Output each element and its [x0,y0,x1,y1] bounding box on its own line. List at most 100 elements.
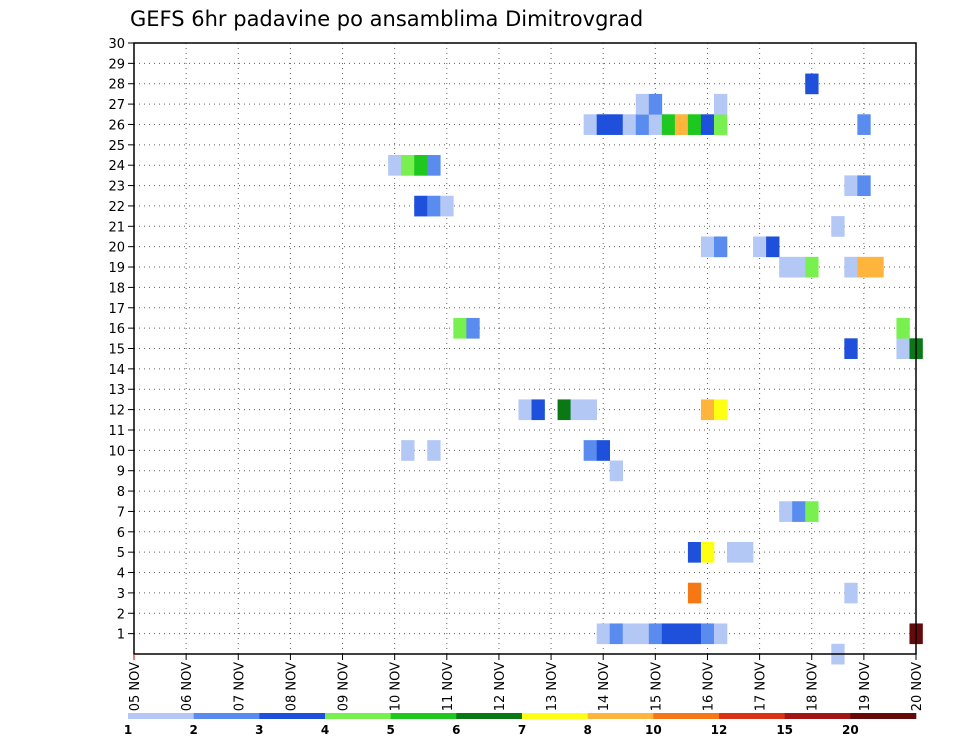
precip-cell [727,541,741,563]
y-tick-label: 22 [108,200,125,215]
y-tick-label: 29 [108,57,125,72]
precip-cell [531,399,545,421]
y-tick-label: 1 [117,628,125,643]
colorbar-label: 7 [518,723,526,737]
precip-cell [674,623,689,645]
precip-cell [648,623,663,645]
precip-cell [870,256,884,278]
precip-cell [844,256,858,278]
colorbar-swatch [653,713,720,719]
y-tick-label: 3 [117,587,125,602]
y-tick-label: 14 [108,363,125,378]
precip-cell [857,175,871,197]
precip-cell [518,399,532,421]
precip-cell [805,501,819,522]
precip-cell [388,155,402,176]
precip-cell [401,155,415,176]
precip-cell [792,501,806,522]
precip-cell [700,541,715,563]
y-tick-label: 17 [108,302,125,317]
color-scale-legend: 1 2 3 4 5 6 7 8 10 12 15 20 [124,713,917,737]
chart-title: GEFS 6hr padavine po ansamblima Dimitrov… [130,7,643,31]
precip-cell [700,114,715,135]
y-tick-label: 26 [108,118,125,133]
y-tick-label: 6 [117,526,125,541]
x-axis: 05 NOV 06 NOV 07 NOV 08 NOV 09 NOV 10 NOV 11 N… [128,654,925,711]
y-axis: 1234567891011121314151617181920212223242… [108,37,134,643]
precip-cell [857,256,871,278]
y-tick-label: 25 [108,139,125,154]
colorbar-swatch [850,713,917,719]
precip-cell [779,256,793,278]
colorbar-label: 3 [255,723,263,737]
precip-cell [766,236,780,258]
precip-cell [740,541,754,563]
precip-cell [583,114,597,135]
precip-cell [713,399,728,421]
precip-cell [713,623,728,645]
precip-cell [401,440,415,461]
colorbar-label: 6 [452,723,460,737]
colorbar-label: 2 [189,723,197,737]
x-tick-label: 09 NOV [337,662,352,711]
precip-cell [896,338,910,359]
precip-cell [609,114,624,135]
y-tick-label: 10 [108,444,125,459]
y-tick-label: 4 [117,567,125,582]
x-tick-label: 08 NOV [284,662,299,711]
colorbar-swatch [587,713,654,719]
precip-cell [583,399,597,421]
precip-cell [674,114,689,135]
precip-cell [453,317,467,339]
precip-cell [427,440,441,461]
precip-cell [596,623,611,645]
precip-cell [896,317,910,339]
x-tick-label: 12 NOV [493,662,508,711]
grid-lines [133,42,917,654]
precip-cell [713,93,728,115]
y-tick-label: 21 [108,220,125,235]
precip-cell [609,623,624,645]
y-tick-label: 13 [108,383,125,398]
y-tick-label: 16 [108,322,125,337]
y-tick-label: 20 [108,241,125,256]
y-tick-label: 2 [117,607,125,622]
colorbar-label: 5 [386,723,394,737]
colorbar-swatch [325,713,391,719]
precip-cell [779,501,793,522]
precip-cell [635,93,650,115]
precip-cell [661,623,676,645]
precip-cell [700,236,715,258]
colorbar-label: 10 [645,723,662,737]
y-tick-label: 8 [117,485,125,500]
colorbar-swatch [456,713,523,719]
y-tick-label: 12 [108,404,125,419]
colorbar-label: 1 [124,723,132,737]
colorbar-swatch [719,713,785,719]
precip-cell [414,195,428,217]
x-tick-label: 18 NOV [806,662,821,711]
precip-cell [596,440,611,461]
y-tick-label: 28 [108,78,125,93]
precip-cell [687,582,702,604]
colorbar-label: 15 [776,723,793,737]
precip-cell [831,216,845,237]
colorbar-swatch [522,713,588,719]
x-tick-label: 16 NOV [701,662,716,711]
y-tick-label: 7 [117,505,125,520]
y-tick-label: 18 [108,281,125,296]
colorbar-label: 8 [583,723,591,737]
precip-cell [414,155,428,176]
y-tick-label: 30 [108,37,125,52]
colorbar-label: 12 [711,723,728,737]
precip-cell [792,256,806,278]
colorbar-label: 4 [321,723,329,737]
x-tick-label: 05 NOV [128,662,143,711]
precip-cell [687,114,702,135]
precip-cell [805,73,819,95]
precip-cell [622,623,637,645]
x-tick-label: 07 NOV [232,662,247,711]
x-tick-label: 10 NOV [389,662,404,711]
precip-cell [844,175,858,197]
